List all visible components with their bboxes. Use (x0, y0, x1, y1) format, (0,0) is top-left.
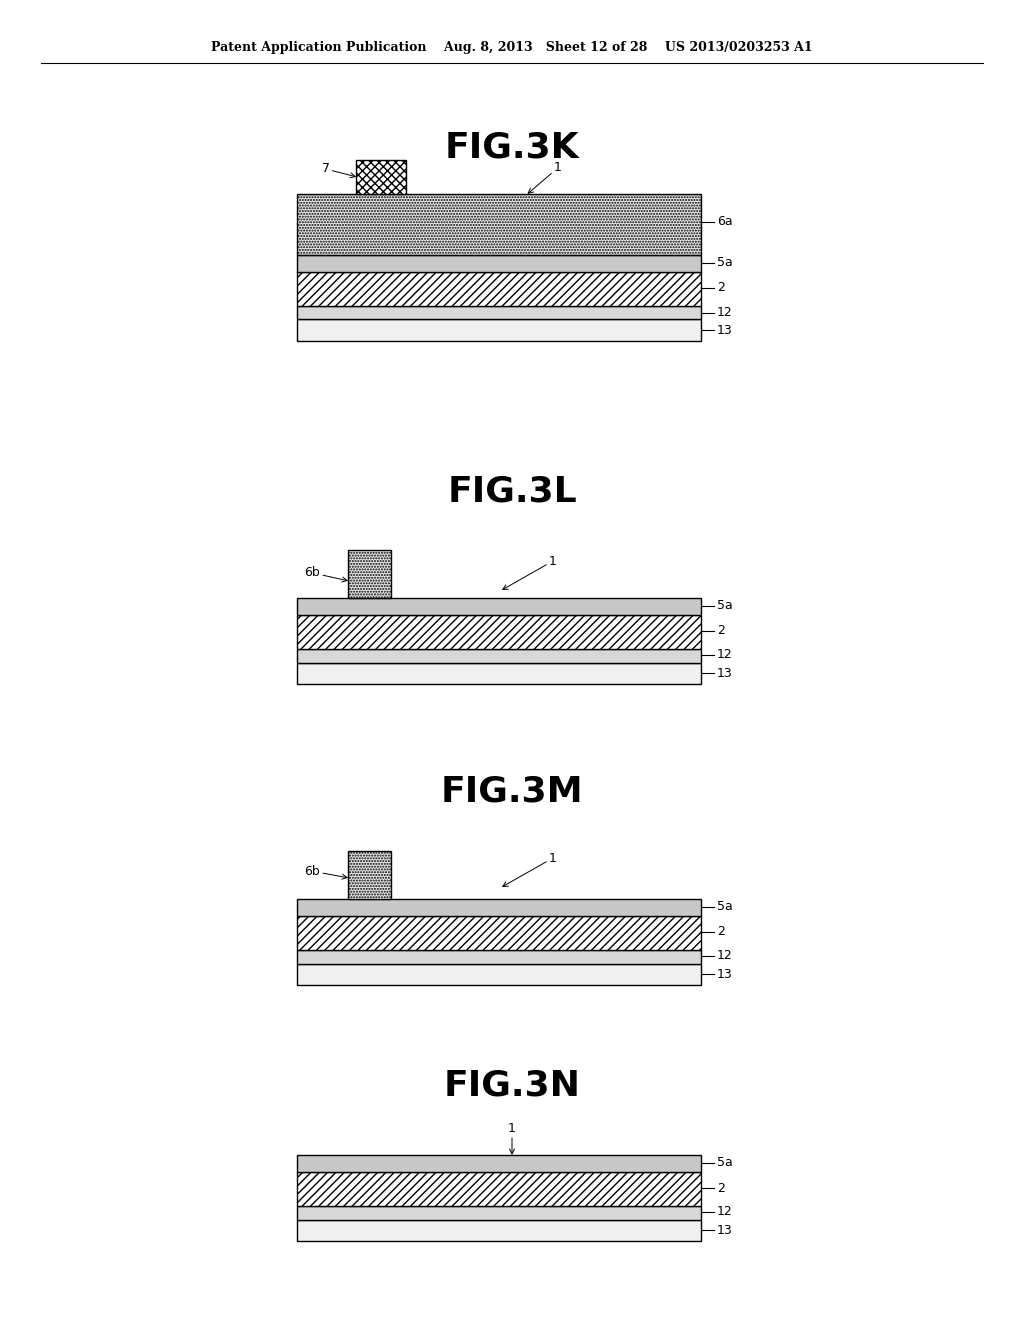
Text: FIG.3L: FIG.3L (447, 474, 577, 508)
Bar (297, 1206, 701, 1220)
Text: 12: 12 (717, 648, 732, 661)
Text: 5a: 5a (717, 599, 732, 612)
Bar (356, 160, 406, 194)
Text: 1: 1 (503, 851, 557, 887)
Text: 2: 2 (717, 925, 725, 939)
Text: 6b: 6b (304, 865, 347, 879)
Text: 7: 7 (322, 162, 355, 178)
Bar (297, 1220, 701, 1241)
Text: 1: 1 (528, 161, 562, 193)
Text: FIG.3N: FIG.3N (443, 1068, 581, 1102)
Text: 2: 2 (717, 281, 725, 294)
Text: 13: 13 (717, 968, 732, 981)
Text: 5a: 5a (717, 900, 732, 913)
Bar (297, 1155, 701, 1172)
Text: 6a: 6a (717, 215, 732, 228)
Text: 5a: 5a (717, 1156, 732, 1170)
Bar (297, 916, 701, 950)
Text: 13: 13 (717, 1224, 732, 1237)
Bar (297, 255, 701, 272)
Bar (297, 615, 701, 649)
Bar (348, 550, 391, 598)
Bar (297, 649, 701, 663)
Bar (297, 194, 701, 255)
Bar (297, 964, 701, 985)
Text: 5a: 5a (717, 256, 732, 269)
Bar (297, 950, 701, 964)
Text: FIG.3K: FIG.3K (444, 131, 580, 165)
Text: 1: 1 (503, 554, 557, 590)
Bar (297, 663, 701, 684)
Text: 12: 12 (717, 1205, 732, 1218)
Bar (297, 319, 701, 341)
Bar (297, 1172, 701, 1206)
Text: 13: 13 (717, 323, 732, 337)
Text: 12: 12 (717, 949, 732, 962)
Text: 1: 1 (508, 1122, 516, 1154)
Text: 13: 13 (717, 667, 732, 680)
Bar (297, 899, 701, 916)
Bar (297, 306, 701, 319)
Text: FIG.3M: FIG.3M (440, 775, 584, 809)
Bar (348, 851, 391, 899)
Text: 2: 2 (717, 624, 725, 638)
Bar (297, 598, 701, 615)
Text: 12: 12 (717, 306, 732, 319)
Text: 6b: 6b (304, 566, 347, 582)
Bar (297, 272, 701, 306)
Text: Patent Application Publication    Aug. 8, 2013   Sheet 12 of 28    US 2013/02032: Patent Application Publication Aug. 8, 2… (211, 41, 813, 54)
Text: 2: 2 (717, 1181, 725, 1195)
